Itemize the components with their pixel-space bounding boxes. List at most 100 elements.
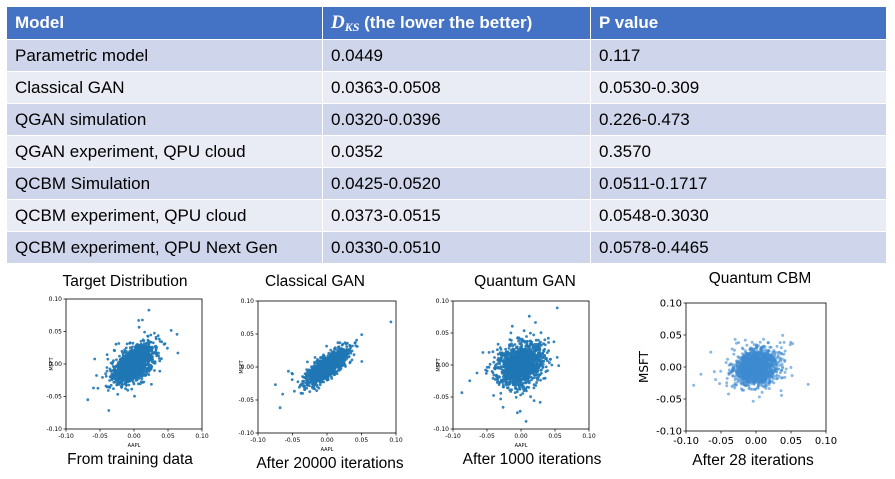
- scatter-point: [116, 392, 120, 396]
- scatter-point: [302, 384, 306, 388]
- scatter-point: [137, 353, 140, 357]
- scatter-point: [145, 351, 149, 355]
- scatter-point: [150, 382, 153, 386]
- scatter-point: [128, 341, 132, 345]
- scatter-point: [504, 383, 508, 387]
- scatter-point: [120, 383, 124, 387]
- scatter-point: [120, 370, 124, 373]
- scatter-point: [524, 369, 528, 373]
- scatter-point: [124, 346, 128, 350]
- scatter-point: [516, 388, 519, 391]
- scatter-point: [125, 378, 129, 381]
- scatter-point: [287, 369, 290, 373]
- scatter-point: [129, 375, 133, 379]
- scatter-point: [313, 356, 317, 359]
- scatter-point: [532, 386, 536, 390]
- scatter-point: [492, 360, 496, 364]
- cell-dks: 0.0425-0.0520: [322, 167, 591, 200]
- scatter-point: [330, 375, 333, 378]
- scatter-point: [298, 385, 301, 389]
- scatter-point: [139, 339, 143, 343]
- scatter-point: [137, 376, 141, 380]
- scatter-point: [520, 340, 523, 344]
- scatter-point: [535, 381, 538, 384]
- scatter-point: [157, 357, 161, 360]
- scatter-point: [504, 365, 508, 369]
- scatter-point: [534, 358, 537, 362]
- scatter-point: [126, 388, 130, 392]
- scatter-point: [158, 369, 162, 373]
- scatter-point: [131, 371, 135, 375]
- plot-caption-classical-gan: After 20000 iterations: [256, 455, 404, 472]
- scatter-point: [143, 330, 146, 334]
- cell-model: Classical GAN: [6, 71, 323, 104]
- scatter-point: [154, 347, 158, 351]
- scatter-point: [512, 348, 515, 352]
- scatter-point: [313, 376, 317, 380]
- dks-subscript: KS: [344, 19, 360, 34]
- scatter-point: [306, 379, 309, 382]
- scatter-point: [129, 356, 133, 360]
- scatter-point: [537, 348, 540, 352]
- scatter-point: [308, 371, 312, 374]
- scatter-point: [129, 369, 133, 373]
- scatter-point: [334, 364, 337, 368]
- scatter-point: [313, 387, 316, 391]
- scatter-point: [512, 383, 516, 387]
- scatter-point: [149, 367, 153, 371]
- scatter-point: [343, 341, 347, 345]
- scatter-point: [537, 375, 540, 379]
- scatter-point: [118, 354, 121, 358]
- scatter-point: [315, 375, 319, 379]
- scatter-point: [306, 370, 309, 373]
- scatter-point: [531, 363, 535, 366]
- scatter-point: [322, 354, 326, 358]
- scatter-point: [520, 373, 523, 377]
- scatter-point: [537, 359, 540, 363]
- scatter-point: [315, 383, 319, 387]
- x-tick-label: -0.05: [285, 437, 301, 444]
- scatter-point: [331, 362, 335, 365]
- scatter-point: [110, 374, 114, 378]
- scatter-point: [502, 371, 506, 375]
- scatter-point: [524, 377, 528, 380]
- scatter-point: [139, 356, 142, 359]
- scatter-point: [522, 353, 526, 356]
- table-row: QCBM Simulation 0.0425-0.0520 0.0511-0.171…: [6, 167, 887, 200]
- scatter-point: [530, 355, 534, 359]
- scatter-point: [529, 368, 533, 372]
- scatter-point: [538, 373, 542, 377]
- scatter-point: [132, 382, 136, 386]
- scatter-point: [142, 352, 146, 356]
- scatter-point: [545, 356, 548, 360]
- scatter-point: [136, 344, 139, 348]
- scatter-point: [508, 388, 512, 392]
- x-tick-label: 0.00: [320, 437, 334, 444]
- scatter-point: [86, 398, 90, 402]
- scatter-point: [317, 386, 321, 390]
- scatter-point: [326, 362, 329, 365]
- scatter-point: [515, 390, 519, 394]
- table-row: QGAN simulation 0.0320-0.0396 0.226-0.473: [6, 103, 887, 136]
- scatter-point: [135, 348, 139, 352]
- scatter-point: [338, 354, 341, 358]
- scatter-point: [521, 368, 525, 371]
- scatter-point: [141, 359, 144, 363]
- scatter-plot-quantum-cbm: -0.10 -0.05 0.00 0.05 0.100.100.050.00-0.05-…: [637, 299, 837, 448]
- scatter-point: [311, 367, 314, 370]
- scatter-point: [141, 356, 145, 360]
- scatter-point: [522, 329, 526, 333]
- scatter-point: [333, 347, 336, 351]
- scatter-points: [692, 333, 810, 403]
- scatter-point: [162, 342, 166, 346]
- scatter-point: [515, 351, 519, 354]
- scatter-point: [782, 340, 786, 344]
- scatter-point: [130, 387, 134, 391]
- scatter-point: [139, 382, 142, 386]
- y-tick-label: 0.00: [241, 364, 255, 371]
- scatter-point: [507, 356, 511, 360]
- cell-p: 0.3570: [590, 135, 887, 168]
- scatter-point: [104, 384, 108, 388]
- scatter-point: [540, 343, 543, 347]
- scatter-point: [115, 358, 118, 362]
